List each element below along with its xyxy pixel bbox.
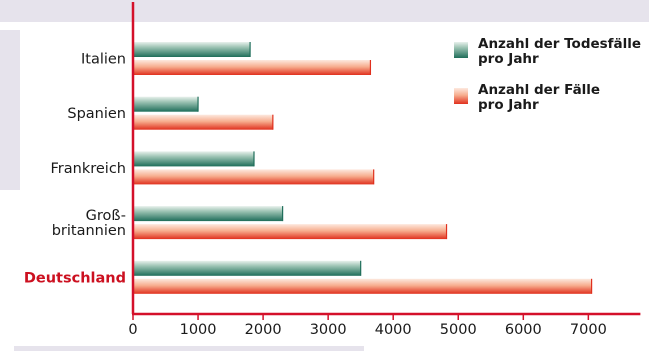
bar-cases-2: [133, 169, 374, 185]
x-tick-label: 6000: [505, 322, 542, 338]
bar-cases-3: [133, 224, 447, 240]
category-label: Spanien: [67, 106, 126, 122]
x-tick-label: 5000: [440, 322, 477, 338]
labels-layer: Italien Spanien Frankreich Groß-britannien D…: [24, 52, 607, 339]
bar-deaths-3: [133, 206, 283, 222]
legend-swatch-cases: [454, 88, 468, 104]
x-tick-label: 4000: [375, 322, 412, 338]
category-label: Groß-britannien: [52, 208, 126, 239]
x-tick-label: 0: [128, 322, 137, 338]
legend: Anzahl der Todesfälle pro Jahr Anzahl der …: [454, 36, 641, 113]
category-label: Deutschland: [24, 270, 126, 286]
legend-label-cases: Anzahl der Fälle pro Jahr: [478, 82, 600, 113]
bar-cases-4: [133, 278, 592, 294]
category-label: Italien: [81, 52, 126, 68]
x-tick-label: 7000: [570, 322, 607, 338]
category-label: Frankreich: [51, 161, 126, 177]
bar-cases-1: [133, 114, 273, 130]
bar-deaths-0: [133, 42, 251, 57]
bar-deaths-1: [133, 96, 199, 112]
legend-swatch-deaths: [454, 42, 468, 58]
x-tick-label: 3000: [310, 322, 347, 338]
bars-layer: [133, 42, 593, 294]
legend-label-deaths: Anzahl der Todesfälle pro Jahr: [478, 36, 641, 67]
x-tick-label: 2000: [245, 322, 282, 338]
bar-deaths-4: [133, 260, 361, 276]
bar-deaths-2: [133, 151, 254, 167]
x-tick-label: 1000: [180, 322, 217, 338]
bar-cases-0: [133, 60, 371, 75]
axis-layer: [131, 2, 641, 320]
